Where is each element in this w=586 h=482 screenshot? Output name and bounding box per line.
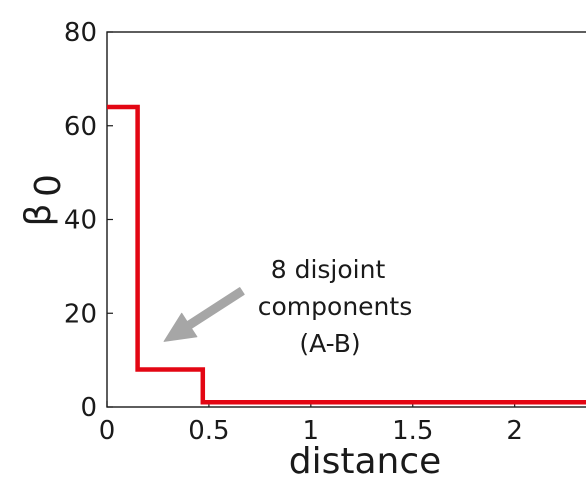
x-axis-label: distance [289, 441, 442, 482]
y-axis-label-main: β [18, 204, 59, 227]
y-tick-label: 40 [64, 206, 97, 236]
series-line [107, 104, 586, 405]
x-tick-label: 0 [99, 416, 116, 446]
annotation-line-1: 8 disjoint [271, 255, 386, 284]
x-tick-label: 2 [506, 416, 523, 446]
x-tick-label: 1.5 [392, 416, 433, 446]
y-tick-label: 20 [64, 299, 97, 329]
y-tick-label: 60 [64, 112, 97, 142]
annotation-arrow [163, 287, 245, 342]
x-tick-label: 1 [303, 416, 320, 446]
annotation-line-2: components [258, 292, 412, 321]
y-axis-label: β 0 [18, 174, 69, 226]
y-axis-label-subscript: 0 [28, 174, 69, 197]
y-tick-label: 80 [64, 18, 97, 48]
y-tick-label: 0 [80, 393, 97, 423]
annotation: 8 disjoint components (A-B) [163, 255, 412, 358]
series-layer [107, 104, 586, 405]
annotation-line-3: (A-B) [299, 329, 360, 358]
x-tick-label: 0.5 [188, 416, 229, 446]
